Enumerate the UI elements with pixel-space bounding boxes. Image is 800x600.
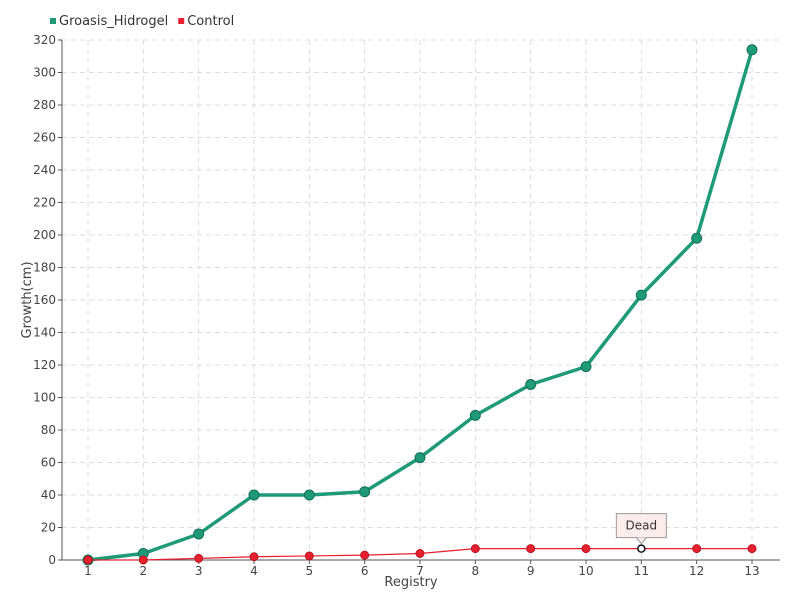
y-tick-label: 300 — [33, 66, 56, 80]
annotation-callout: Dead — [615, 513, 667, 545]
x-tick-label: 11 — [634, 564, 649, 578]
x-tick-label: 12 — [689, 564, 704, 578]
series — [82, 44, 758, 566]
legend-swatch — [178, 18, 185, 24]
data-point[interactable] — [304, 551, 314, 561]
y-tick-label: 20 — [41, 521, 56, 535]
y-tick-label: 160 — [33, 293, 56, 307]
x-tick-label: 9 — [527, 564, 535, 578]
data-point[interactable] — [193, 528, 205, 540]
y-tick-label: 40 — [41, 488, 56, 502]
y-tick-label: 60 — [41, 456, 56, 470]
data-point[interactable] — [747, 544, 757, 554]
y-tick-label: 320 — [33, 33, 56, 47]
data-point[interactable] — [248, 489, 260, 501]
annotations: Dead — [615, 513, 667, 545]
x-tick-label: 6 — [361, 564, 369, 578]
legend-label[interactable]: Control — [187, 14, 234, 29]
legend-swatch — [50, 18, 56, 24]
x-tick-label: 8 — [472, 564, 480, 578]
data-point[interactable] — [360, 550, 370, 560]
data-point[interactable] — [525, 379, 537, 390]
y-tick-label: 140 — [33, 326, 56, 340]
data-point[interactable] — [581, 544, 591, 554]
data-point[interactable] — [692, 544, 702, 554]
data-point[interactable] — [359, 486, 371, 498]
x-axis-title: Registry — [384, 575, 438, 590]
x-tick-label: 10 — [578, 564, 593, 578]
x-tick-label: 7 — [416, 564, 424, 578]
y-tick-label: 240 — [33, 163, 56, 177]
data-point[interactable] — [691, 232, 703, 244]
y-tick-label: 260 — [33, 131, 56, 145]
y-tick-label: 200 — [33, 228, 56, 242]
data-point[interactable] — [637, 544, 646, 553]
annotation-label: Dead — [626, 519, 658, 533]
data-point[interactable] — [635, 289, 647, 301]
y-tick-label: 180 — [33, 261, 56, 275]
y-tick-label: 100 — [33, 391, 56, 405]
x-tick-label: 2 — [140, 564, 148, 578]
data-point[interactable] — [469, 409, 481, 421]
data-point[interactable] — [138, 555, 148, 565]
y-tick-label: 80 — [41, 423, 56, 437]
grid — [62, 39, 780, 560]
data-point[interactable] — [303, 489, 315, 501]
y-tick-label: 0 — [48, 553, 56, 567]
data-point[interactable] — [580, 361, 592, 373]
x-tick-label: 4 — [250, 564, 258, 578]
x-tick-label: 13 — [744, 564, 759, 578]
data-point[interactable] — [249, 552, 259, 562]
x-tick-label: 1 — [84, 564, 92, 578]
y-axis-title: Growth(cm) — [20, 261, 35, 338]
legend: Groasis_Hidrogel Control — [50, 14, 234, 29]
data-point[interactable] — [414, 452, 426, 464]
data-point[interactable] — [415, 549, 425, 558]
data-point[interactable] — [746, 44, 758, 56]
y-tick-label: 120 — [33, 358, 56, 372]
axes: 0 20 40 60 80 100 120 140 160 180 200 220 240 260 280 3… — [20, 33, 780, 590]
x-tick-label: 3 — [195, 564, 203, 578]
legend-label[interactable]: Groasis_Hidrogel — [59, 14, 168, 29]
data-point[interactable] — [194, 553, 204, 563]
data-point[interactable] — [470, 544, 480, 554]
data-point[interactable] — [83, 555, 93, 565]
y-tick-label: 220 — [33, 196, 56, 210]
y-tick-label: 280 — [33, 98, 56, 112]
x-tick-label: 5 — [306, 564, 314, 578]
data-point[interactable] — [526, 544, 536, 554]
